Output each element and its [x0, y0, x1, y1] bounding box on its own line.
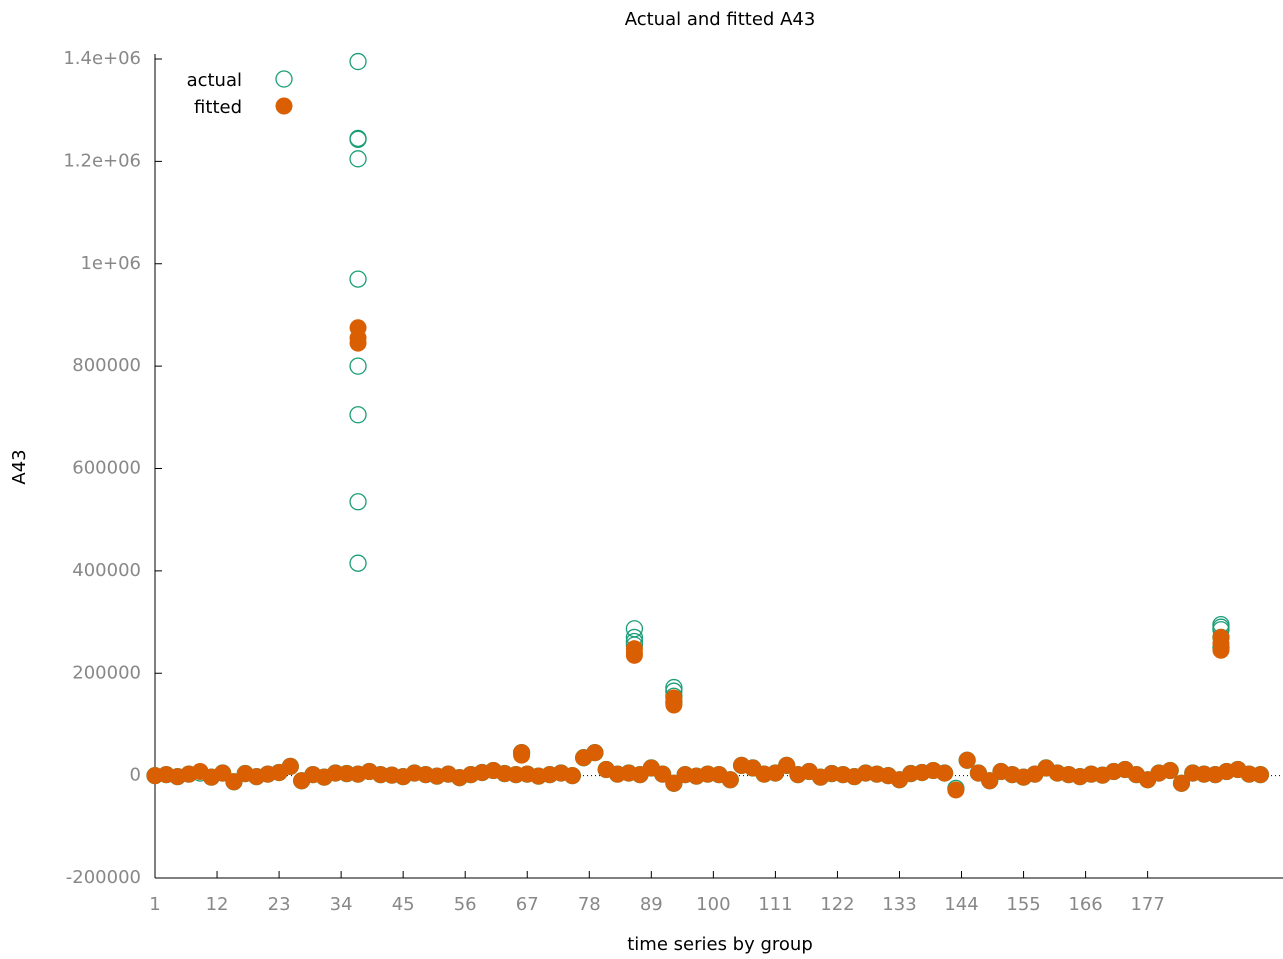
y-tick-label: 200000	[72, 662, 141, 683]
fitted-point	[281, 757, 299, 775]
y-tick-label: 400000	[72, 560, 141, 581]
x-tick-label: 122	[820, 894, 854, 915]
fitted-point	[981, 772, 999, 790]
fitted-point	[936, 764, 954, 782]
fitted-point	[563, 767, 581, 785]
fitted-point	[586, 744, 604, 762]
x-tick-label: 89	[640, 894, 663, 915]
actual-point	[349, 270, 367, 288]
fitted-point	[1212, 641, 1230, 659]
x-tick-label: 78	[578, 894, 601, 915]
fitted-point	[947, 781, 965, 799]
chart-title: Actual and fitted A43	[625, 9, 816, 30]
x-tick-label: 166	[1068, 894, 1102, 915]
legend-marker	[275, 70, 293, 88]
x-tick-label: 144	[944, 894, 978, 915]
y-tick-label: 600000	[72, 458, 141, 479]
legend-label: fitted	[194, 97, 242, 118]
actual-point	[349, 554, 367, 572]
y-tick-label: 0	[130, 765, 141, 786]
actual-point	[349, 129, 367, 147]
legend-label: actual	[187, 70, 242, 91]
x-axis-label: time series by group	[627, 934, 813, 955]
x-tick-label: 23	[268, 894, 291, 915]
x-tick-label: 12	[206, 894, 229, 915]
x-tick-label: 1	[149, 894, 160, 915]
y-tick-label: 1.2e+06	[63, 150, 141, 171]
actual-point	[349, 52, 367, 71]
fitted-point	[778, 756, 796, 774]
y-tick-label: -200000	[66, 867, 141, 888]
fitted-point	[721, 771, 739, 789]
fitted-point	[625, 646, 643, 664]
x-tick-label: 34	[330, 894, 353, 915]
y-axis-label: A43	[9, 449, 30, 484]
x-tick-label: 111	[758, 894, 792, 915]
fitted-point	[958, 751, 976, 769]
y-tick-label: 1.4e+06	[63, 48, 141, 69]
x-tick-label: 67	[516, 894, 539, 915]
x-tick-label: 133	[882, 894, 916, 915]
fitted-point	[513, 746, 531, 764]
x-tick-label: 56	[454, 894, 477, 915]
x-tick-label: 177	[1130, 894, 1164, 915]
actual-point	[349, 130, 367, 149]
fitted-point	[1172, 774, 1190, 792]
actual-point	[349, 150, 367, 168]
fitted-point	[349, 334, 367, 352]
actual-point	[625, 620, 644, 638]
actual-point	[349, 357, 367, 375]
x-tick-label: 100	[696, 894, 730, 915]
fitted-point	[1161, 762, 1179, 780]
actual-point	[349, 493, 367, 511]
x-tick-label: 45	[392, 894, 415, 915]
fitted-point	[654, 765, 672, 783]
fitted-point	[665, 696, 683, 714]
fitted-point	[1251, 766, 1269, 784]
legend-marker	[275, 97, 293, 115]
y-tick-label: 800000	[72, 355, 141, 376]
y-tick-label: 1e+06	[80, 253, 141, 274]
x-tick-label: 155	[1006, 894, 1040, 915]
actual-point	[349, 406, 367, 424]
